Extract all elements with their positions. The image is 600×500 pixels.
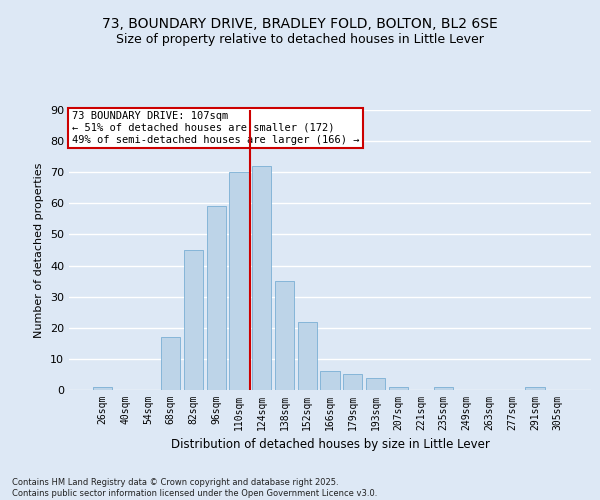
Bar [343, 374, 362, 390]
Bar [320, 372, 340, 390]
Y-axis label: Number of detached properties: Number of detached properties [34, 162, 44, 338]
Bar [252, 166, 271, 390]
Bar [525, 387, 545, 390]
Bar [298, 322, 317, 390]
Text: Size of property relative to detached houses in Little Lever: Size of property relative to detached ho… [116, 32, 484, 46]
Text: 73 BOUNDARY DRIVE: 107sqm
← 51% of detached houses are smaller (172)
49% of semi: 73 BOUNDARY DRIVE: 107sqm ← 51% of detac… [71, 112, 359, 144]
Bar [161, 337, 181, 390]
Text: Contains HM Land Registry data © Crown copyright and database right 2025.
Contai: Contains HM Land Registry data © Crown c… [12, 478, 377, 498]
Bar [229, 172, 248, 390]
Bar [366, 378, 385, 390]
Bar [389, 387, 408, 390]
Bar [93, 387, 112, 390]
Bar [434, 387, 454, 390]
Bar [184, 250, 203, 390]
X-axis label: Distribution of detached houses by size in Little Lever: Distribution of detached houses by size … [170, 438, 490, 452]
Bar [275, 281, 294, 390]
Text: 73, BOUNDARY DRIVE, BRADLEY FOLD, BOLTON, BL2 6SE: 73, BOUNDARY DRIVE, BRADLEY FOLD, BOLTON… [102, 18, 498, 32]
Bar [206, 206, 226, 390]
